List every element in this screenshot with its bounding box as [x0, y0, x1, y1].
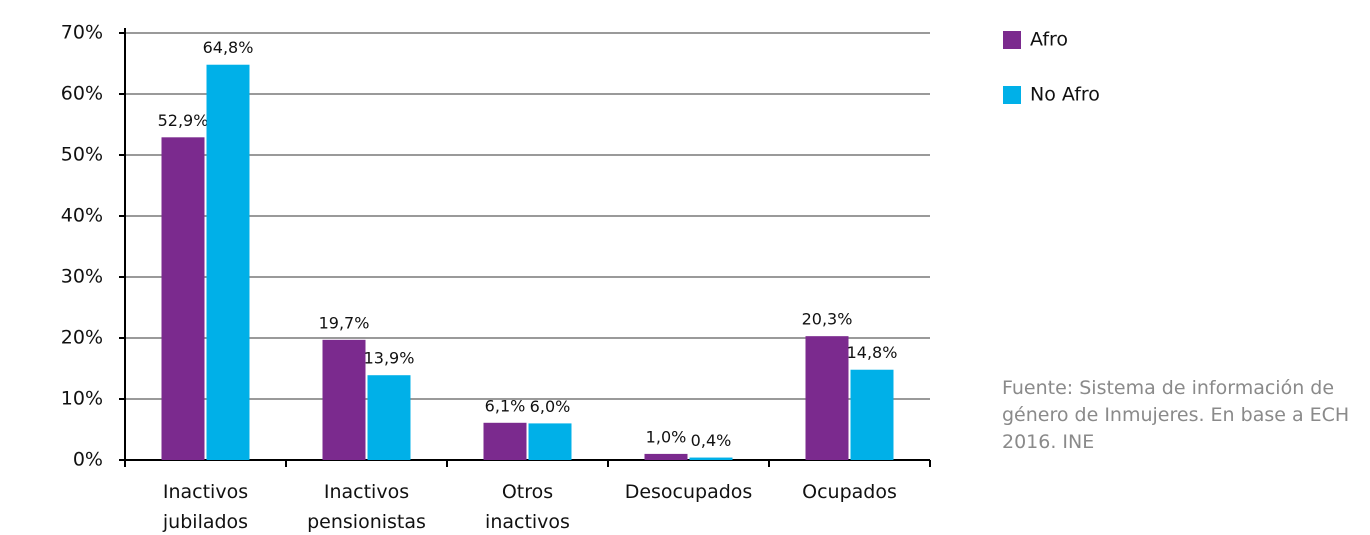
bar	[689, 457, 733, 460]
value-label: 64,8%	[203, 38, 254, 57]
y-tick-label: 70%	[61, 22, 103, 44]
x-tick-label: Otros inactivos	[485, 481, 570, 533]
bar	[322, 339, 366, 460]
value-label: 19,7%	[319, 313, 370, 332]
y-tick-label: 0%	[73, 449, 103, 471]
value-label: 6,0%	[530, 397, 571, 416]
y-tick-label: 50%	[61, 144, 103, 166]
value-label: 52,9%	[158, 111, 209, 130]
bar	[850, 369, 894, 460]
bar	[483, 422, 527, 460]
y-tick-label: 10%	[61, 388, 103, 410]
bar	[367, 375, 411, 460]
y-tick-label: 60%	[61, 83, 103, 105]
legend-label: No Afro	[1030, 84, 1100, 106]
x-tick-label: Ocupados	[802, 481, 897, 503]
x-tick-label: Inactivos pensionistas	[307, 481, 426, 533]
value-label: 1,0%	[646, 427, 687, 446]
x-tick-label: Inactivos jubilados	[162, 481, 248, 533]
bar	[161, 137, 205, 460]
y-tick-label: 40%	[61, 205, 103, 227]
y-tick-label: 30%	[61, 266, 103, 288]
x-tick-label: Desocupados	[625, 481, 753, 503]
value-label: 14,8%	[847, 343, 898, 362]
legend-swatch	[1003, 31, 1021, 49]
value-label: 20,3%	[802, 310, 853, 329]
bar	[528, 423, 572, 460]
y-tick-label: 20%	[61, 327, 103, 349]
value-label: 0,4%	[691, 431, 732, 450]
legend-swatch	[1003, 86, 1021, 104]
value-label: 6,1%	[485, 396, 526, 415]
legend-label: Afro	[1030, 29, 1068, 51]
bar	[805, 336, 849, 460]
bar	[206, 64, 250, 460]
bar	[644, 453, 688, 460]
value-label: 13,9%	[364, 349, 415, 368]
source-note: Fuente: Sistema de información de género…	[1002, 377, 1350, 453]
